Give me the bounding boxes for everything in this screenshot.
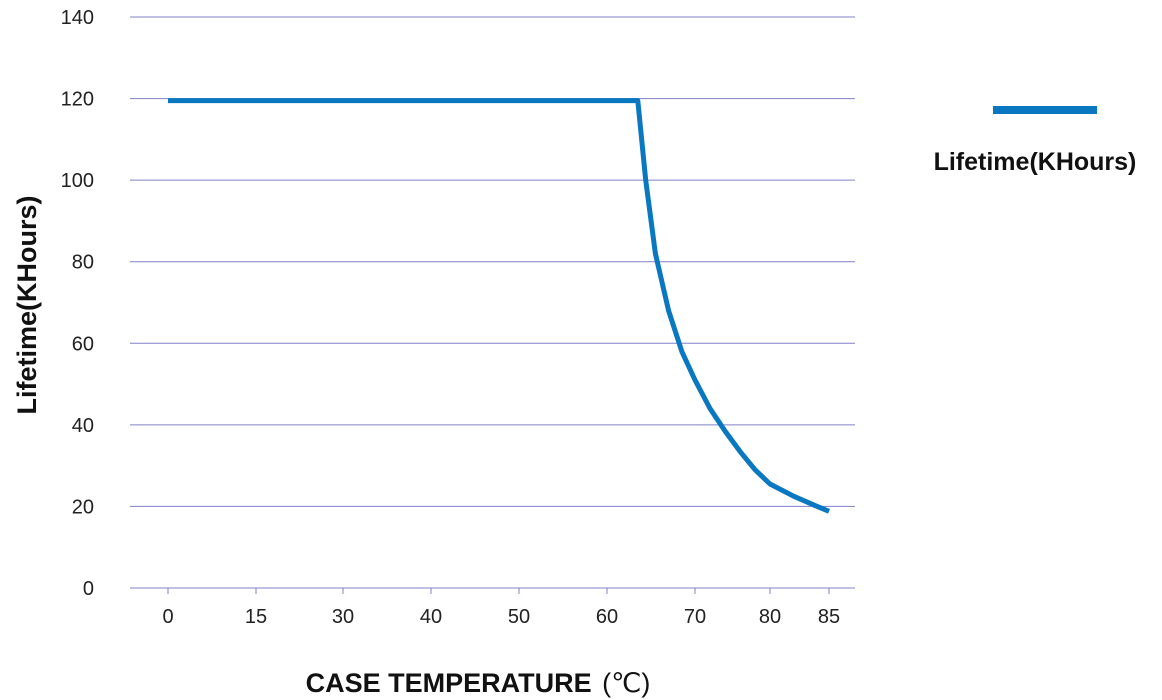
y-tick-label: 120 xyxy=(61,89,94,111)
y-tick-label: 0 xyxy=(83,578,94,600)
legend-label-lifetime: Lifetime(KHours) xyxy=(934,148,1137,176)
series-lines xyxy=(168,98,830,514)
x-tick-labels: 0 15 30 40 50 60 70 80 85 xyxy=(162,606,840,628)
x-tick-label: 80 xyxy=(759,606,781,628)
x-tick-marks xyxy=(167,588,830,594)
y-tick-labels: 0 20 40 60 80 100 120 140 xyxy=(61,7,94,600)
legend: Lifetime(KHours) xyxy=(934,106,1137,176)
y-tick-label: 140 xyxy=(61,7,94,29)
x-tick-label: 70 xyxy=(684,606,706,628)
y-tick-label: 20 xyxy=(72,496,94,518)
x-tick-label: 85 xyxy=(818,606,840,628)
y-tick-label: 60 xyxy=(72,333,94,355)
x-tick-label: 0 xyxy=(162,606,173,628)
y-tick-label: 100 xyxy=(61,170,94,192)
y-axis-title: Lifetime(KHours) xyxy=(12,195,42,414)
x-tick-label: 30 xyxy=(332,606,354,628)
x-tick-label: 50 xyxy=(508,606,530,628)
x-axis-title-group: CASE TEMPERATURE (℃) xyxy=(306,668,651,698)
x-tick-label: 40 xyxy=(420,606,442,628)
x-axis-unit: (℃) xyxy=(602,668,650,698)
y-tick-label: 80 xyxy=(72,252,94,274)
y-tick-label: 40 xyxy=(72,415,94,437)
x-axis-title: CASE TEMPERATURE xyxy=(306,668,592,698)
series-line-lifetime xyxy=(168,98,830,514)
x-tick-label: 60 xyxy=(596,606,618,628)
x-tick-label: 15 xyxy=(245,606,267,628)
